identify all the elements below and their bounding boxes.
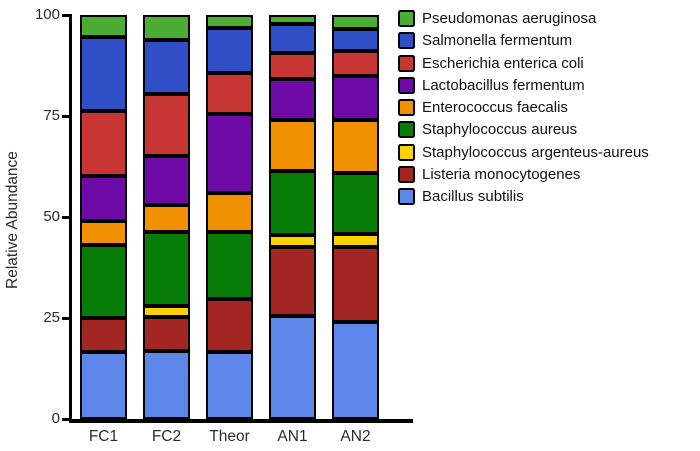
bar-FC1	[80, 15, 127, 419]
x-tick-label-FC2: FC2	[151, 428, 182, 445]
bar-segment	[143, 317, 190, 351]
legend-label: Lactobacillus fermentum	[422, 76, 585, 94]
legend-label: Staphylococcus argenteus-aureus	[422, 143, 649, 161]
bar-segment	[332, 322, 379, 419]
y-tick-label: 25	[43, 309, 60, 326]
bar-segment	[80, 175, 127, 222]
legend-swatch-icon	[398, 188, 415, 206]
x-tick-label-AN2: AN2	[340, 428, 371, 445]
bar-segment	[80, 352, 127, 419]
bar-segment	[80, 244, 127, 319]
y-axis-title: Relative Abundance	[4, 151, 21, 289]
legend-label: Listeria monocytogenes	[422, 166, 581, 184]
bar-segment	[206, 114, 253, 194]
bar-segment	[206, 298, 253, 353]
bar-segment	[143, 231, 190, 306]
legend-swatch-icon	[398, 76, 415, 94]
y-tick-label: 75	[43, 107, 60, 124]
bar-segment	[80, 111, 127, 176]
legend-item: Lactobacillus fermentum	[398, 76, 649, 95]
legend-swatch-icon	[398, 143, 415, 161]
bar-segment	[269, 246, 316, 316]
x-tick-label-AN1: AN1	[277, 428, 308, 445]
legend-label: Enterococcus faecalis	[422, 99, 568, 117]
y-tick-label: 100	[34, 6, 60, 23]
bar-segment	[80, 318, 127, 353]
y-tick-label: 0	[51, 410, 60, 427]
legend-item: Enterococcus faecalis	[398, 98, 649, 117]
y-tick-mark	[62, 115, 70, 118]
bar-segment	[332, 76, 379, 120]
bar-segment	[332, 246, 379, 323]
bar-segment	[269, 79, 316, 120]
bar-segment	[80, 36, 127, 112]
legend-item: Bacillus subtilis	[398, 187, 649, 206]
legend-item: Staphylococcus argenteus-aureus	[398, 143, 649, 162]
bar-segment	[80, 15, 127, 37]
bar-segment	[206, 28, 253, 73]
legend-label: Staphylococcus aureus	[422, 121, 578, 139]
bar-segment	[332, 172, 379, 234]
y-tick-mark	[62, 317, 70, 320]
legend-swatch-icon	[398, 166, 415, 184]
bar-AN1	[269, 15, 316, 419]
legend-item: Staphylococcus aureus	[398, 120, 649, 139]
x-tick-label-Theor: Theor	[209, 428, 250, 445]
bar-segment	[269, 23, 316, 53]
bar-segment	[269, 235, 316, 247]
y-axis-line	[69, 14, 72, 422]
legend-item: Pseudomonas aeruginosa	[398, 9, 649, 28]
legend-label: Salmonella fermentum	[422, 32, 573, 50]
legend-label: Escherichia enterica coli	[422, 54, 584, 72]
legend-item: Escherichia enterica coli	[398, 54, 649, 73]
y-tick-label: 50	[43, 208, 60, 225]
bar-segment	[269, 52, 316, 80]
x-axis-line	[69, 419, 413, 423]
bar-segment	[143, 305, 190, 318]
legend-item: Salmonella fermentum	[398, 31, 649, 50]
y-tick-mark	[62, 14, 70, 17]
x-tick-label-FC1: FC1	[88, 428, 119, 445]
bar-segment	[143, 15, 190, 41]
bar-AN2	[332, 15, 379, 419]
bar-segment	[269, 15, 316, 24]
legend: Pseudomonas aeruginosa Salmonella ferment…	[398, 9, 649, 206]
legend-swatch-icon	[398, 32, 415, 50]
legend-label: Pseudomonas aeruginosa	[422, 10, 597, 27]
bar-segment	[143, 204, 190, 232]
bar-segment	[332, 29, 379, 51]
bar-Theor	[206, 15, 253, 419]
bar-segment	[332, 233, 379, 247]
legend-item: Listeria monocytogenes	[398, 165, 649, 184]
bar-segment	[143, 156, 190, 205]
bar-segment	[269, 171, 316, 236]
bar-segment	[269, 315, 316, 419]
bar-segment	[143, 40, 190, 94]
legend-swatch-icon	[398, 121, 415, 139]
bar-segment	[80, 221, 127, 245]
bar-segment	[332, 15, 379, 30]
legend-swatch-icon	[398, 99, 415, 117]
bar-segment	[332, 119, 379, 173]
bar-segment	[206, 231, 253, 299]
bar-segment	[206, 15, 253, 29]
legend-label: Bacillus subtilis	[422, 188, 524, 206]
legend-swatch-icon	[398, 10, 415, 27]
bar-segment	[332, 51, 379, 77]
bar-segment	[206, 193, 253, 232]
y-tick-mark	[62, 216, 70, 219]
bar-segment	[206, 72, 253, 115]
bar-segment	[206, 352, 253, 419]
y-tick-mark	[62, 418, 70, 421]
bar-FC2	[143, 15, 190, 419]
bar-segment	[143, 93, 190, 157]
legend-swatch-icon	[398, 54, 415, 72]
bar-segment	[269, 119, 316, 172]
bar-segment	[143, 350, 190, 419]
